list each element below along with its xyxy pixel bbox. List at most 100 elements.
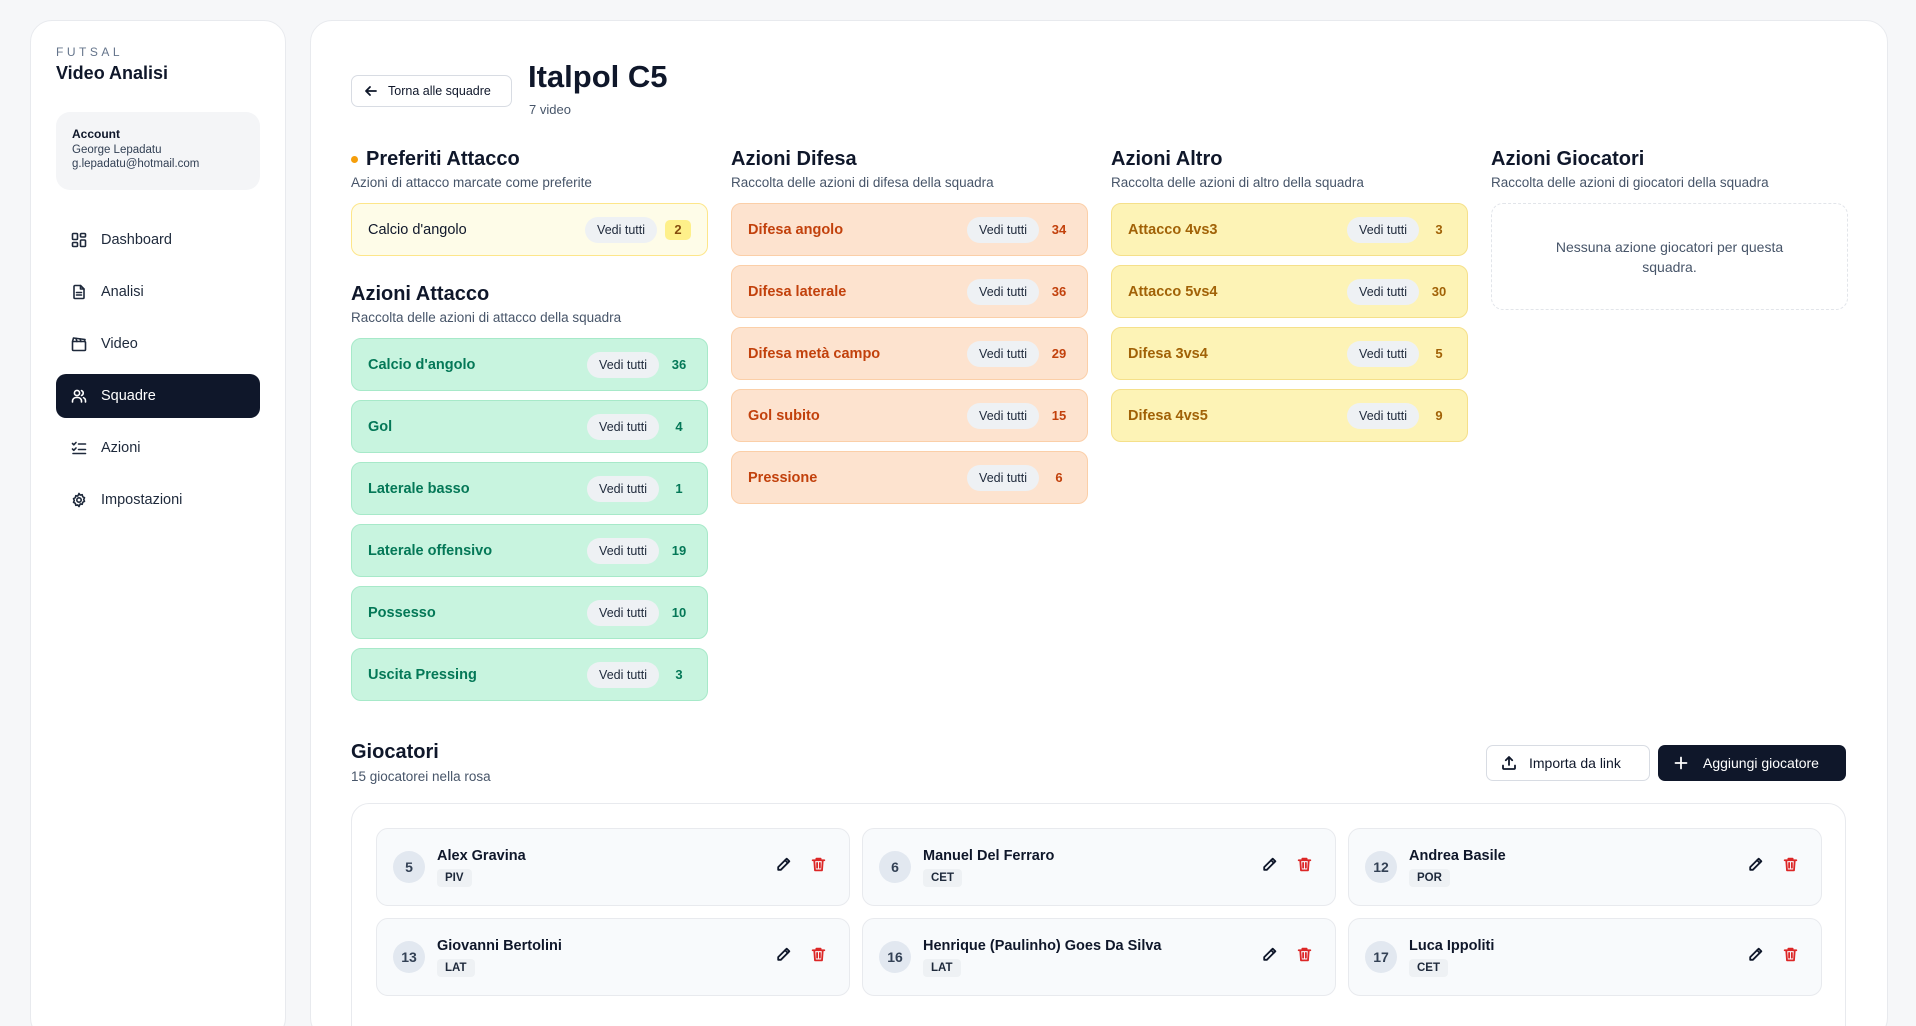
see-all-button[interactable]: Vedi tutti — [967, 402, 1039, 429]
card-label: Difesa metà campo — [748, 345, 881, 362]
column-defense: Azioni Difesa Raccolta delle azioni di d… — [731, 147, 1088, 513]
player-name: Alex Gravina — [437, 847, 526, 864]
card-label: Difesa angolo — [748, 221, 844, 238]
import-from-link-button[interactable]: Importa da link — [1486, 745, 1650, 781]
defense-card[interactable]: Difesa laterale Vedi tutti 36 — [731, 265, 1088, 318]
attack-card[interactable]: Gol Vedi tutti 4 — [351, 400, 708, 453]
account-label: Account — [72, 127, 120, 141]
card-label: Difesa 4vs5 — [1128, 407, 1208, 424]
card-label: Gol subito — [748, 407, 820, 424]
card-label: Difesa laterale — [748, 283, 847, 300]
player-name: Andrea Basile — [1409, 847, 1506, 864]
attack-card[interactable]: Calcio d'angolo Vedi tutti 36 — [351, 338, 708, 391]
trash-icon[interactable] — [1296, 856, 1313, 873]
favorite-card[interactable]: Calcio d'angolo Vedi tutti 2 — [351, 203, 708, 256]
gear-icon — [72, 492, 86, 508]
players-actions-subtitle: Raccolta delle azioni di giocatori della… — [1491, 175, 1769, 190]
count-badge: 4 — [675, 419, 683, 434]
count-badge: 1 — [675, 481, 683, 496]
player-number: 17 — [1365, 941, 1397, 973]
card-label: Difesa 3vs4 — [1128, 345, 1208, 362]
player-role-badge: CET — [1409, 958, 1448, 977]
column-players-actions: Azioni Giocatori Raccolta delle azioni d… — [1491, 147, 1848, 310]
defense-card[interactable]: Difesa angolo Vedi tutti 34 — [731, 203, 1088, 256]
sidebar-item-label: Squadre — [101, 388, 156, 404]
add-player-button[interactable]: Aggiungi giocatore — [1658, 745, 1846, 781]
sidebar-item-squadre[interactable]: Squadre — [56, 374, 260, 418]
trash-icon[interactable] — [810, 856, 827, 873]
defense-card[interactable]: Difesa metà campo Vedi tutti 29 — [731, 327, 1088, 380]
favorites-attack-list: Calcio d'angolo Vedi tutti 2 — [351, 203, 708, 256]
sidebar-item-analisi[interactable]: Analisi — [56, 270, 260, 314]
other-card[interactable]: Difesa 4vs5 Vedi tutti 9 — [1111, 389, 1468, 442]
see-all-button[interactable]: Vedi tutti — [1347, 402, 1419, 429]
see-all-button[interactable]: Vedi tutti — [967, 340, 1039, 367]
attack-card[interactable]: Possesso Vedi tutti 10 — [351, 586, 708, 639]
edit-icon[interactable] — [1261, 856, 1278, 873]
player-name: Giovanni Bertolini — [437, 937, 562, 954]
see-all-button[interactable]: Vedi tutti — [1347, 278, 1419, 305]
trash-icon[interactable] — [810, 946, 827, 963]
attack-card[interactable]: Uscita Pressing Vedi tutti 3 — [351, 648, 708, 701]
attack-list: Calcio d'angolo Vedi tutti 36 Gol Vedi tutt… — [351, 338, 708, 701]
sidebar-item-dashboard[interactable]: Dashboard — [56, 218, 260, 262]
player-role-badge: LAT — [437, 958, 475, 977]
account-email: g.lepadatu@hotmail.com — [72, 158, 200, 170]
see-all-button[interactable]: Vedi tutti — [967, 278, 1039, 305]
other-card[interactable]: Attacco 4vs3 Vedi tutti 3 — [1111, 203, 1468, 256]
see-all-button[interactable]: Vedi tutti — [587, 413, 659, 440]
edit-icon[interactable] — [775, 946, 792, 963]
card-label: Attacco 4vs3 — [1128, 221, 1218, 238]
see-all-button[interactable]: Vedi tutti — [587, 351, 659, 378]
count-badge: 5 — [1435, 346, 1443, 361]
other-card[interactable]: Attacco 5vs4 Vedi tutti 30 — [1111, 265, 1468, 318]
sidebar-item-azioni[interactable]: Azioni — [56, 426, 260, 470]
see-all-button[interactable]: Vedi tutti — [967, 216, 1039, 243]
see-all-button[interactable]: Vedi tutti — [587, 537, 659, 564]
see-all-button[interactable]: Vedi tutti — [587, 599, 659, 626]
count-badge: 36 — [1051, 284, 1067, 299]
sidebar-item-label: Azioni — [101, 440, 141, 456]
sidebar-item-video[interactable]: Video — [56, 322, 260, 366]
favorites-attack-title-text: Preferiti Attacco — [366, 147, 520, 170]
see-all-button[interactable]: Vedi tutti — [585, 216, 657, 243]
player-name: Luca Ippoliti — [1409, 937, 1495, 954]
see-all-button[interactable]: Vedi tutti — [1347, 216, 1419, 243]
sidebar-item-impostazioni[interactable]: Impostazioni — [56, 478, 260, 522]
card-label: Calcio d'angolo — [368, 221, 467, 238]
players-grid: 5 Alex Gravina PIV 6 Manuel Del Ferraro CE… — [376, 828, 1822, 996]
edit-icon[interactable] — [1261, 946, 1278, 963]
edit-icon[interactable] — [775, 856, 792, 873]
edit-icon[interactable] — [1747, 856, 1764, 873]
players-title: Giocatori — [351, 741, 439, 763]
see-all-button[interactable]: Vedi tutti — [967, 464, 1039, 491]
player-number: 12 — [1365, 851, 1397, 883]
back-to-teams-button[interactable]: Torna alle squadre — [351, 75, 512, 107]
attack-card[interactable]: Laterale basso Vedi tutti 1 — [351, 462, 708, 515]
trash-icon[interactable] — [1782, 856, 1799, 873]
players-panel: 5 Alex Gravina PIV 6 Manuel Del Ferraro CE… — [351, 803, 1846, 1026]
player-card: 13 Giovanni Bertolini LAT — [376, 918, 850, 996]
add-label: Aggiungi giocatore — [1703, 755, 1819, 771]
attack-subtitle: Raccolta delle azioni di attacco della s… — [351, 310, 622, 325]
other-title: Azioni Altro — [1111, 147, 1223, 170]
trash-icon[interactable] — [1296, 946, 1313, 963]
defense-card[interactable]: Pressione Vedi tutti 6 — [731, 451, 1088, 504]
sidebar-item-label: Impostazioni — [101, 492, 183, 508]
video-count: 7 video — [529, 102, 571, 117]
trash-icon[interactable] — [1782, 946, 1799, 963]
account-card: Account George Lepadatu g.lepadatu@hotma… — [56, 112, 260, 190]
attack-card[interactable]: Laterale offensivo Vedi tutti 19 — [351, 524, 708, 577]
other-card[interactable]: Difesa 3vs4 Vedi tutti 5 — [1111, 327, 1468, 380]
player-role-badge: CET — [923, 868, 962, 887]
count-badge: 3 — [675, 667, 683, 682]
favorites-attack-title: Preferiti Attacco — [351, 147, 708, 171]
defense-card[interactable]: Gol subito Vedi tutti 15 — [731, 389, 1088, 442]
see-all-button[interactable]: Vedi tutti — [1347, 340, 1419, 367]
count-badge: 34 — [1051, 222, 1067, 237]
edit-icon[interactable] — [1747, 946, 1764, 963]
see-all-button[interactable]: Vedi tutti — [587, 475, 659, 502]
see-all-button[interactable]: Vedi tutti — [587, 661, 659, 688]
player-number: 5 — [393, 851, 425, 883]
card-label: Laterale basso — [368, 480, 470, 497]
